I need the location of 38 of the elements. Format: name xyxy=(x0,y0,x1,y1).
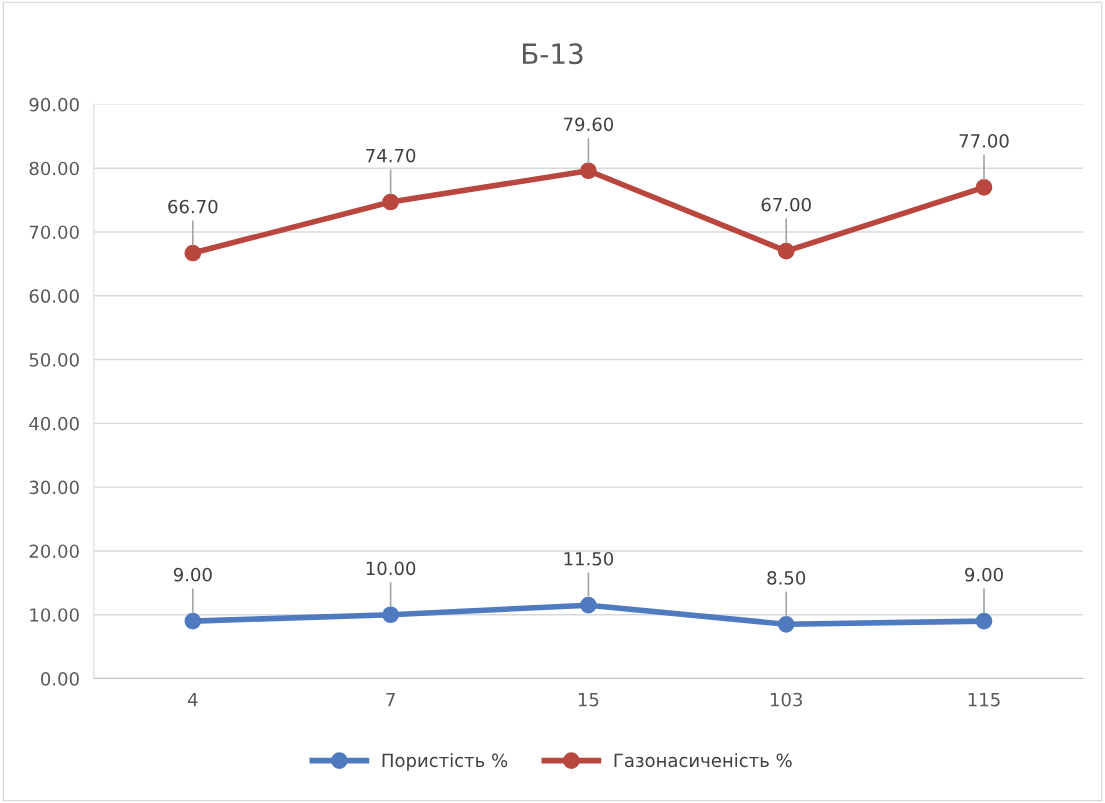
point xyxy=(975,178,993,196)
y-tick-label: 90.00 xyxy=(29,97,79,112)
point xyxy=(580,596,597,614)
point xyxy=(382,193,399,211)
y-tick-label: 30.00 xyxy=(29,480,79,495)
y-tick-label: 60.00 xyxy=(29,289,79,303)
x-tick-label: 15 xyxy=(578,692,599,707)
data-label: 74.70 xyxy=(366,148,416,163)
data-label: 79.60 xyxy=(564,117,614,132)
data-label: 77.00 xyxy=(959,134,1009,148)
point xyxy=(382,606,399,624)
y-tick-label: 20.00 xyxy=(29,544,79,559)
point xyxy=(975,612,993,630)
data-label: 67.00 xyxy=(761,197,811,212)
data-label: 9.00 xyxy=(173,567,212,582)
data-label: 11.50 xyxy=(564,551,614,566)
y-tick-label: 50.00 xyxy=(29,353,79,367)
legend-label: Пористість % xyxy=(382,753,508,771)
x-tick-label: 7 xyxy=(386,692,395,707)
data-label: 66.70 xyxy=(168,199,218,214)
chart-title: Б-13 xyxy=(523,43,583,65)
data-label: 8.50 xyxy=(767,571,806,585)
y-tick-label: 80.00 xyxy=(29,161,79,176)
data-label: 10.00 xyxy=(366,561,416,576)
point xyxy=(580,162,597,180)
y-tick-label: 0.00 xyxy=(41,671,79,686)
x-tick-label: 4 xyxy=(187,692,198,707)
y-tick-label: 40.00 xyxy=(29,416,79,431)
point xyxy=(184,612,202,630)
y-tick-label: 10.00 xyxy=(30,608,79,622)
x-tick-label: 103 xyxy=(770,692,802,707)
data-label: 9.00 xyxy=(965,567,1003,582)
point xyxy=(777,615,795,633)
y-tick-label: 70.00 xyxy=(29,225,79,240)
point xyxy=(184,244,202,262)
point xyxy=(777,242,795,260)
x-tick-label: 115 xyxy=(968,692,1000,707)
legend-label: Газонасиченість % xyxy=(614,753,792,768)
